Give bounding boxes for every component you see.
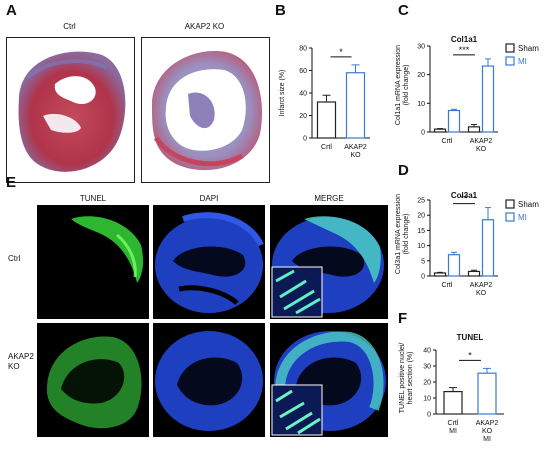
y-tick-label: 25 [417,198,425,205]
bar-sham [433,272,447,277]
image-label-ctrl: Ctrl [63,22,76,31]
chart-title: TUNEL [457,333,484,342]
panel-letter-b: B [275,2,286,19]
y-tick-label: 30 [423,364,431,371]
y-tick-label: 0 [427,412,431,419]
y-tick-label: 0 [421,274,425,281]
x-tick-label: Crtl [321,144,332,151]
y-tick-label: 20 [417,72,425,79]
bar [477,372,497,415]
row-label-akap2-ko: AKAP2 KO [8,352,34,371]
y-tick-label: 40 [423,348,431,355]
x-tick-label: AKAP2 KO [470,138,493,153]
panel-letter-a: A [6,2,17,19]
y-tick-label: 20 [417,213,425,220]
y-tick-label: 0 [303,136,307,143]
chart-b: 0 20 40 60 80 Infarct size (%) Crtl AKAP2 KO * [279,46,370,159]
bar [316,101,337,139]
heart-section-akap2-ko [151,51,263,171]
legend-label-sham: Sham [518,200,539,209]
bar-mi [481,65,495,133]
y-tick-label: 20 [299,113,307,120]
histology-image-ctrl [6,37,135,183]
column-header-tunel: TUNEL [79,194,107,203]
legend-label-mi: MI [518,213,527,222]
chart-f: 0 10 20 30 40 TUNEL positive nuclei/heart sec… [399,333,504,443]
bar-sham [433,128,447,133]
legend-swatch-mi [505,56,515,66]
dapi-image-ctrl [153,205,265,319]
panel-letter-c: C [398,2,409,19]
panel-letter-f: F [398,310,408,327]
tunel-image-ctrl [37,205,149,319]
bar [345,72,366,139]
dapi-image-akap2-ko [153,323,265,437]
x-tick-label: Crtl [442,282,453,289]
y-axis-label: Col1a1 mRNA expression(fold change) [395,45,410,125]
tunel-image-akap2-ko [37,323,149,437]
y-tick-label: 5 [421,258,425,265]
bar-mi [447,254,461,277]
x-tick-label: Crtl MI [448,420,459,435]
bar-mi [481,219,495,277]
panel-letter-d: D [398,162,409,179]
x-tick-label: Crtl [442,138,453,145]
merge-image-ctrl [270,205,388,319]
legend-swatch-mi [505,212,515,222]
y-tick-label: 40 [299,91,307,98]
merge-image-akap2-ko [270,323,388,437]
significance-label: * [468,350,472,360]
legend-swatch-sham [505,199,515,209]
column-header-merge: MERGE [314,194,344,203]
bar-mi [447,109,461,133]
significance-label: * [339,47,343,57]
panel-letter-e: E [6,174,17,191]
column-header-dapi: DAPI [199,194,219,203]
significance-label: ** [460,194,468,204]
y-tick-label: 0 [421,130,425,137]
bar-sham [467,126,481,133]
legend-swatch-sham [505,43,515,53]
y-tick-label: 20 [423,380,431,387]
y-tick-label: 15 [417,228,425,235]
legend-label-sham: Sham [518,44,539,53]
x-tick-label: AKAP2 KO [470,282,493,297]
histology-image-akap2-ko [141,37,270,183]
y-tick-label: 80 [299,46,307,53]
chart-title: Col3a1 [451,191,478,200]
chart-d: 0 5 10 15 20 25 Col3a1 mRNA expression(fold ch… [395,191,539,297]
y-tick-label: 10 [417,243,425,250]
y-tick-label: 10 [417,101,425,108]
bar [443,390,463,415]
chart-c: 0 10 20 30 Col1a1 mRNA expression(fold chang… [395,35,539,153]
y-tick-label: 60 [299,68,307,75]
y-axis-label: Col3a1 mRNA expression(fold change) [395,194,410,274]
y-axis-label: Infarct size (%) [279,70,286,117]
heart-section-ctrl [18,51,126,172]
legend-label-mi: MI [518,57,527,66]
row-label-ctrl: Ctrl [8,254,21,263]
bar-sham [467,270,481,277]
x-tick-label: AKAP2 KO MI [476,420,499,443]
significance-label: *** [459,45,470,55]
y-axis-label: TUNEL positive nuclei/heart section (%) [399,343,414,414]
x-tick-label: AKAP2 KO [344,144,367,159]
y-tick-label: 30 [417,44,425,51]
chart-title: Col1a1 [451,35,478,44]
y-tick-label: 10 [423,396,431,403]
image-label-akap2-ko: AKAP2 KO [184,22,225,31]
